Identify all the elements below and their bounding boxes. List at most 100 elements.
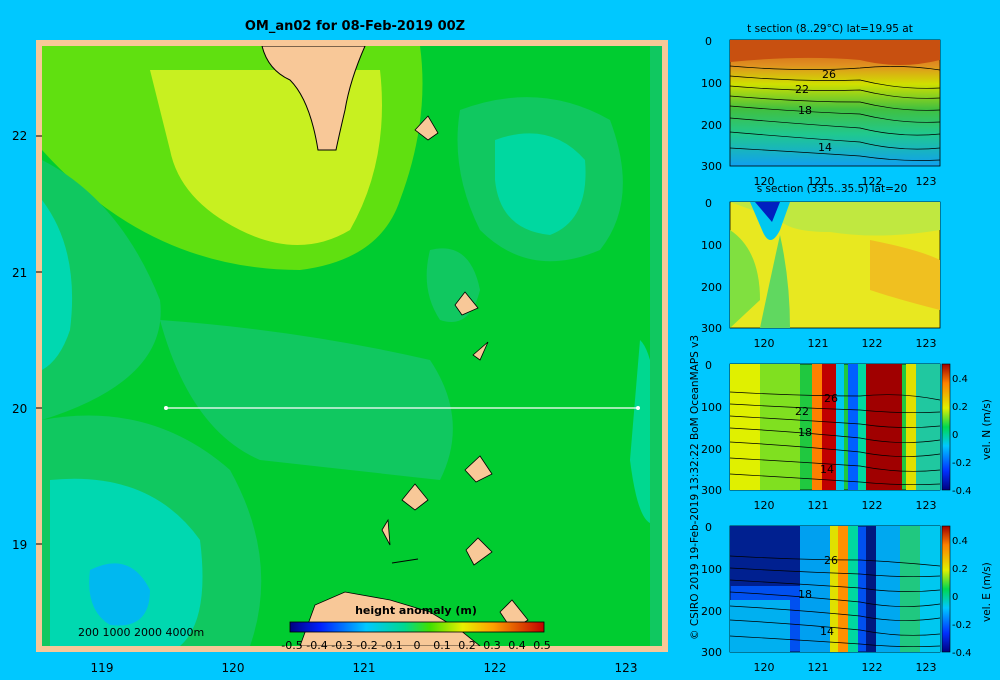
- field-low-sw-center: [89, 563, 150, 626]
- x-tick-label: 120: [754, 661, 775, 674]
- y-tick-label: 100: [701, 239, 722, 252]
- vel-e-axes: 0 100 200 300 120 121 122 123: [701, 521, 937, 674]
- vel-n-colorbar-ticks: 0.4 0.2 0 -0.2 -0.4: [952, 374, 972, 497]
- colorbar-tick: 0.2: [952, 564, 968, 575]
- map-title: OM_an02 for 08-Feb-2019 00Z: [245, 19, 465, 34]
- vel-e-colorbar-ticks: 0.4 0.2 0 -0.2 -0.4: [952, 536, 972, 659]
- colorbar-tick: 0.3: [483, 639, 501, 652]
- vel-e-colorbar: [941, 525, 951, 653]
- y-tick-label: 0: [705, 197, 712, 210]
- land-islet-4: [464, 455, 493, 483]
- land-islet-1: [414, 115, 439, 141]
- y-tick-label: 200: [701, 281, 722, 294]
- colorbar-tick: 0.1: [433, 639, 451, 652]
- x-tick-label: 122: [862, 499, 883, 512]
- x-tick-label: 121: [808, 499, 829, 512]
- y-tick-label: 100: [701, 563, 722, 576]
- s-section-panel: [729, 201, 941, 329]
- land-islet-5: [401, 483, 429, 511]
- y-tick-label: 200: [701, 605, 722, 618]
- y-tick-label: 300: [701, 484, 722, 497]
- x-tick-label: 122: [862, 337, 883, 350]
- x-tick-label: 121: [353, 661, 376, 675]
- land-taiwan: [261, 46, 366, 151]
- colorbar-tick: -0.4: [306, 639, 327, 652]
- colorbar-tick: 0: [952, 430, 958, 441]
- colorbar-title: height anomaly (m): [355, 604, 477, 617]
- contour-label: 22: [795, 405, 809, 418]
- x-tick-label: 122: [862, 175, 883, 188]
- y-tick-label: 0: [705, 359, 712, 372]
- field-low-sw-core: [50, 478, 203, 646]
- contour-label: 18: [798, 426, 812, 439]
- s-section-axes: 0 100 200 300 120 121 122 123: [701, 197, 937, 350]
- y-tick-label: 0: [705, 521, 712, 534]
- y-tick-label: 20: [12, 402, 27, 416]
- side-credit: © CSIRO 2019 19-Feb-2019 13:32:22 BoM Oc…: [689, 335, 701, 640]
- contour-label: 18: [798, 588, 812, 601]
- x-tick-label: 123: [916, 175, 937, 188]
- colorbar: [289, 621, 545, 633]
- y-tick-label: 300: [701, 160, 722, 173]
- land-islet-2: [454, 291, 479, 316]
- y-tick-label: 200: [701, 443, 722, 456]
- land-luzon: [299, 591, 481, 646]
- colorbar-tick: -0.1: [381, 639, 402, 652]
- coast-fragment: [391, 558, 419, 564]
- vel-n-colorbar: [941, 363, 951, 491]
- x-tick-label: 122: [862, 661, 883, 674]
- section-start-marker: [164, 406, 168, 410]
- y-tick-label: 300: [701, 646, 722, 659]
- t-section-panel: 26 22 18 14: [729, 39, 941, 167]
- x-tick-label: 119: [91, 661, 114, 675]
- panel-title: s section (33.5..35.5) lat=20: [757, 183, 908, 195]
- x-tick-label: 121: [808, 175, 829, 188]
- map-plot-area: [42, 46, 662, 646]
- colorbar-tick: -0.4: [952, 486, 972, 497]
- vel-e-colorbar-label: vel. E (m/s): [981, 562, 993, 622]
- land-islet-7: [465, 537, 493, 566]
- colorbar-tick: -0.2: [952, 620, 972, 631]
- field-low-channel: [160, 320, 453, 480]
- contour-label: 26: [824, 392, 838, 405]
- land-islet-3: [472, 341, 489, 361]
- panel-title: t section (8..29°C) lat=19.95 at: [747, 23, 913, 35]
- colorbar-ticks: -0.5 -0.4 -0.3 -0.2 -0.1 0 0.1 0.2 0.3 0…: [281, 639, 550, 652]
- colorbar-tick: 0.2: [458, 639, 476, 652]
- x-tick-label: 120: [754, 175, 775, 188]
- field-low-ne-core: [495, 133, 586, 235]
- x-tick-label: 123: [916, 499, 937, 512]
- field-low-west-core: [42, 200, 73, 370]
- y-tick-label: 300: [701, 322, 722, 335]
- colorbar-tick: 0.4: [952, 536, 968, 547]
- colorbar-tick: 0: [414, 639, 421, 652]
- section-end-marker: [636, 406, 640, 410]
- contour-label: 22: [795, 83, 809, 96]
- vel-n-axes: 0 100 200 300 120 121 122 123: [701, 359, 937, 512]
- field-east-edge: [650, 46, 662, 646]
- colorbar-tick: 0.4: [508, 639, 526, 652]
- colorbar-tick: -0.4: [952, 648, 972, 659]
- vel-n-colorbar-label: vel. N (m/s): [981, 399, 993, 460]
- x-tick-label: 121: [808, 337, 829, 350]
- t-section-axes: 0 100 200 300 120 121 122 123: [701, 35, 937, 188]
- contour-label: 18: [798, 104, 812, 117]
- x-tick-label: 120: [754, 337, 775, 350]
- colorbar-tick: 0.4: [952, 374, 968, 385]
- y-tick-label: 19: [12, 538, 27, 552]
- contour-label: 14: [820, 625, 834, 638]
- x-tick-label: 121: [808, 661, 829, 674]
- x-tick-label: 123: [615, 661, 638, 675]
- land-islet-6: [381, 518, 391, 546]
- contour-label: 26: [822, 68, 836, 81]
- x-tick-label: 123: [916, 661, 937, 674]
- y-tick-label: 200: [701, 119, 722, 132]
- y-tick-label: 0: [705, 35, 712, 48]
- field-low-west: [42, 160, 161, 420]
- colorbar-tick: 0.5: [533, 639, 551, 652]
- contour-label: 26: [824, 554, 838, 567]
- y-tick-label: 100: [701, 401, 722, 414]
- contour-label: 14: [818, 141, 832, 154]
- colorbar-tick: 0: [952, 592, 958, 603]
